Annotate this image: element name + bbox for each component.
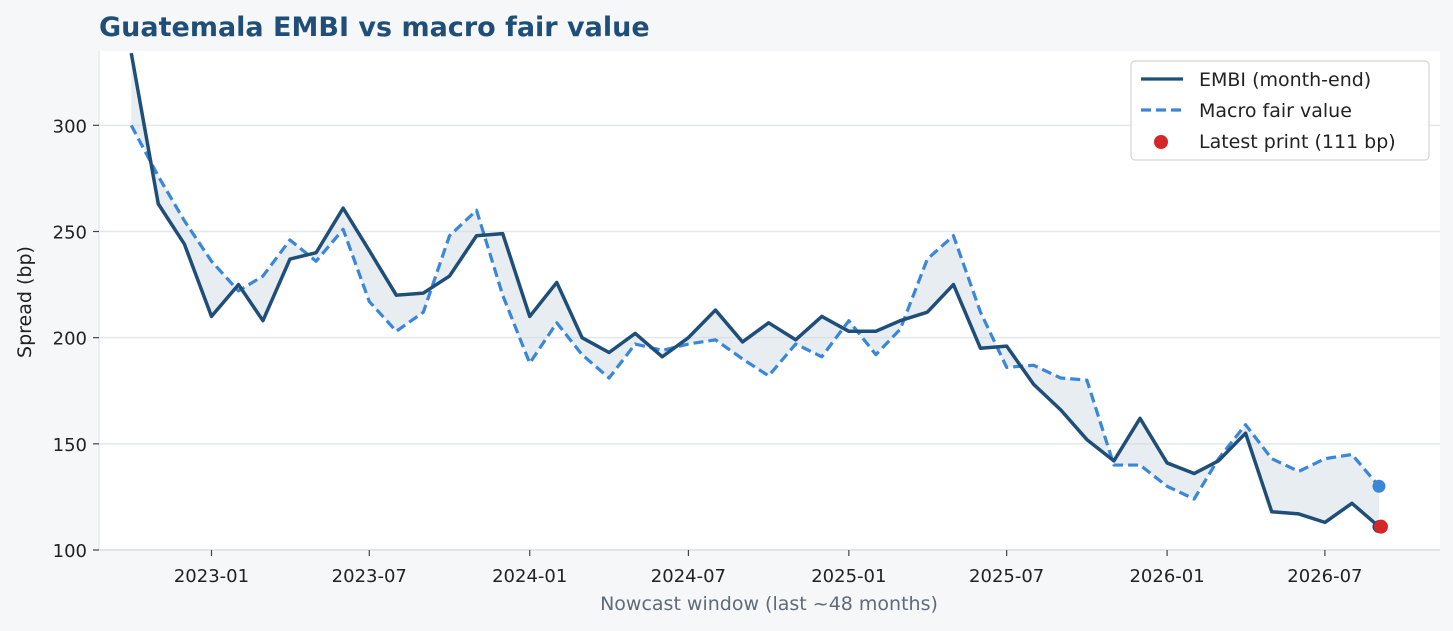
x-tick-label: 2024-07 <box>651 566 726 587</box>
x-tick-label: 2023-07 <box>332 566 407 587</box>
legend: EMBI (month-end) Macro fair value Latest… <box>1130 60 1430 161</box>
y-tick-label: 250 <box>53 222 87 243</box>
embi-line <box>129 52 1381 528</box>
x-tick-label: 2026-07 <box>1287 566 1362 587</box>
y-tick-label: 150 <box>53 435 87 456</box>
x-tick-label: 2025-01 <box>811 566 886 587</box>
latest-print-marker <box>1373 519 1388 534</box>
legend-label-fair-value: Macro fair value <box>1199 100 1352 122</box>
fair-value-line <box>129 124 1381 501</box>
x-axis-label: Nowcast window (last ~48 months) <box>600 593 938 615</box>
x-tick-label: 2026-01 <box>1129 566 1204 587</box>
gap-fill <box>131 53 1379 527</box>
series-layer <box>129 52 1381 528</box>
legend-frame <box>1130 60 1430 161</box>
marker-layer <box>1372 479 1388 534</box>
x-tick-label: 2025-07 <box>969 566 1044 587</box>
y-tick-label: 100 <box>53 541 87 562</box>
y-tick-label: 300 <box>53 116 87 137</box>
fair-value-end-point <box>1372 479 1386 493</box>
x-ticks: 2023-01 2023-07 2024-01 2024-07 2025-01 2025-… <box>174 550 1363 587</box>
x-tick-label: 2024-01 <box>492 566 567 587</box>
legend-label-latest: Latest print (111 bp) <box>1199 131 1396 153</box>
x-tick-label: 2023-01 <box>174 566 249 587</box>
y-tick-label: 200 <box>53 329 87 350</box>
gap-fill-area <box>131 53 1379 527</box>
legend-label-embi: EMBI (month-end) <box>1199 69 1371 91</box>
y-axis-label: Spread (bp) <box>14 246 36 358</box>
chart-title: Guatemala EMBI vs macro fair value <box>99 12 650 43</box>
y-ticks: 100 150 200 250 300 <box>53 116 99 562</box>
legend-swatch-latest <box>1154 135 1168 149</box>
